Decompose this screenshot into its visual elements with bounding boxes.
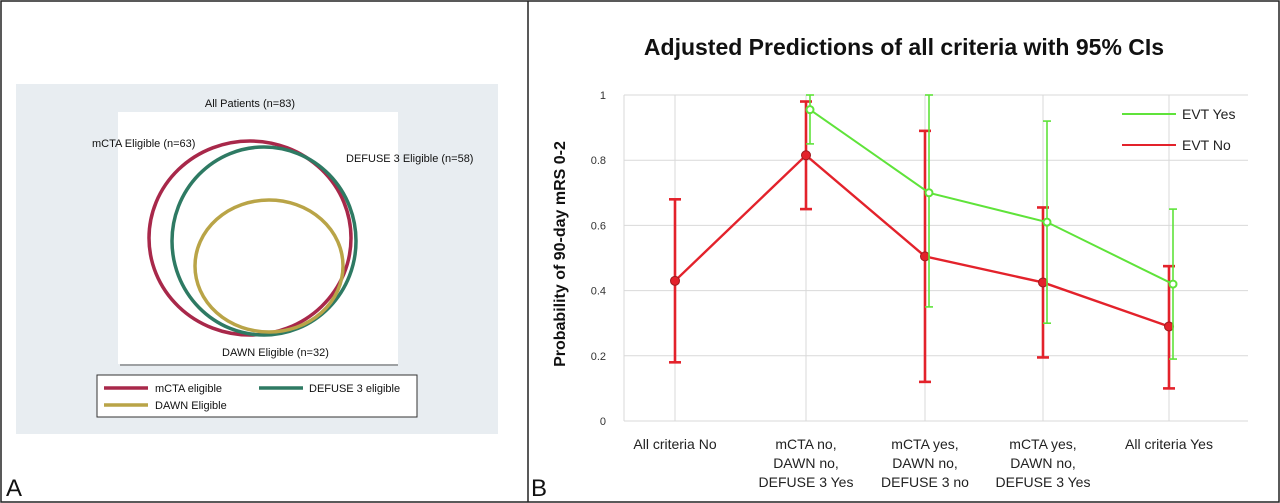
x-tick-label: DAWN no,: [1010, 455, 1076, 471]
dawn-circle: [193, 198, 345, 334]
x-tick-label: DEFUSE 3 Yes: [759, 474, 854, 490]
x-tick-label: DEFUSE 3 Yes: [996, 474, 1091, 490]
legend-label-mcta: mCTA eligible: [155, 383, 222, 395]
y-tick-labels: 0 0.2 0.4 0.6 0.8 1: [591, 90, 606, 428]
y-tick-label: 0.2: [591, 351, 606, 363]
data-point: [1038, 277, 1048, 288]
y-tick-label: 0.6: [591, 220, 606, 232]
x-tick-label: DAWN no,: [773, 455, 839, 471]
data-point: [920, 251, 930, 262]
series: [669, 94, 1178, 390]
chart-legend: EVT Yes EVT No: [1122, 106, 1235, 153]
x-tick-label: All criteria No: [633, 436, 716, 452]
data-point: [801, 150, 811, 161]
y-tick-label: 1: [600, 90, 606, 102]
x-tick-label: mCTA yes,: [891, 436, 958, 452]
data-point: [924, 188, 934, 198]
y-tick-label: 0.8: [591, 155, 606, 167]
legend-label: EVT Yes: [1182, 106, 1235, 122]
x-tick-label: All criteria Yes: [1125, 436, 1213, 452]
y-tick-label: 0.4: [591, 286, 606, 298]
panel-a-legend: [96, 374, 418, 418]
data-point: [670, 275, 680, 286]
y-tick-label: 0: [600, 416, 606, 428]
mcta-circle-label: mCTA Eligible (n=63): [92, 138, 195, 150]
legend-label: EVT No: [1182, 137, 1231, 153]
data-point: [1164, 321, 1174, 332]
dawn-circle-label: DAWN Eligible (n=32): [222, 347, 329, 359]
x-tick-label: mCTA no,: [775, 436, 836, 452]
legend-label-defuse: DEFUSE 3 eligible: [309, 383, 400, 395]
series-evt-yes: [805, 94, 1178, 360]
data-point: [1168, 279, 1178, 289]
panel-b: Adjusted Predictions of all criteria wit…: [531, 34, 1248, 502]
defuse-circle: [170, 145, 358, 337]
x-tick-label: mCTA yes,: [1009, 436, 1076, 452]
panel-a-title: All Patients (n=83): [205, 98, 295, 110]
legend-label-dawn: DAWN Eligible: [155, 400, 227, 412]
panel-b-letter: B: [531, 475, 547, 502]
x-tick-labels: All criteria No mCTA no, DAWN no, DEFUSE 3 …: [633, 436, 1213, 490]
panel-a-letter: A: [6, 475, 22, 502]
y-axis-label: Probability of 90-day mRS 0-2: [552, 141, 569, 367]
series-line: [809, 108, 1174, 285]
panel-a: All Patients (n=83) mCTA Eligible (n=63)…: [6, 84, 498, 502]
defuse-circle-label: DEFUSE 3 Eligible (n=58): [346, 153, 473, 165]
data-point: [805, 105, 815, 115]
x-tick-label: DAWN no,: [892, 455, 958, 471]
data-point: [1042, 217, 1052, 227]
x-tick-label: DEFUSE 3 no: [881, 474, 969, 490]
series-evt-no: [669, 100, 1175, 390]
chart-title: Adjusted Predictions of all criteria wit…: [644, 34, 1164, 60]
